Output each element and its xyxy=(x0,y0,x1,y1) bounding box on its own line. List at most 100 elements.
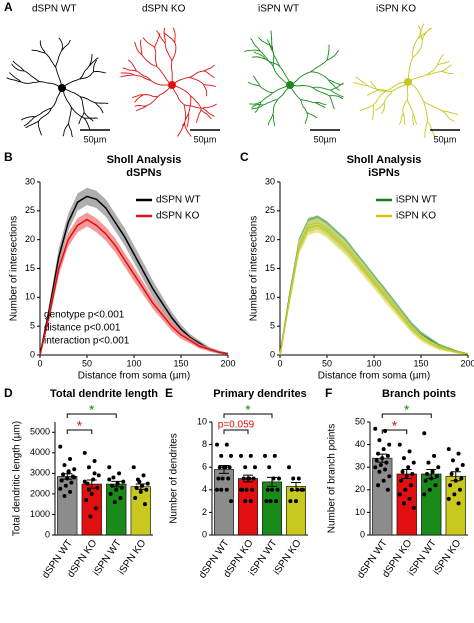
x-axis-label: Distance from soma (µm) xyxy=(78,371,190,382)
y-tick-label: 40 xyxy=(355,439,365,449)
data-point xyxy=(373,426,378,431)
y-tick-label: 20 xyxy=(265,234,275,244)
data-point xyxy=(296,476,301,481)
scale-label: 50µm xyxy=(194,134,217,144)
y-tick-label: 25 xyxy=(25,205,35,215)
panel-label: B xyxy=(4,150,13,164)
neuron-dendrites xyxy=(244,30,344,127)
data-point xyxy=(407,496,412,501)
data-point xyxy=(86,487,91,492)
error-bar xyxy=(267,476,277,487)
significance-bracket xyxy=(66,429,93,434)
data-point xyxy=(215,487,219,492)
data-point xyxy=(220,476,225,481)
x-tick-label: 0 xyxy=(277,358,282,368)
y-tick-label: 0 xyxy=(202,529,207,539)
data-point xyxy=(217,465,222,470)
y-tick-label: 25 xyxy=(265,205,275,215)
data-point xyxy=(92,459,97,464)
x-tick-label: 150 xyxy=(173,358,188,368)
y-axis-label: Number of intersections xyxy=(249,216,260,322)
data-point xyxy=(72,467,77,472)
y-tick-label: 0 xyxy=(45,529,50,539)
scale-label: 50µm xyxy=(434,134,457,144)
data-point xyxy=(403,487,408,492)
data-point xyxy=(400,469,405,474)
data-point xyxy=(226,476,231,481)
chart-title: Branch points xyxy=(382,388,456,400)
data-point xyxy=(426,460,431,465)
data-point xyxy=(381,447,386,452)
x-tick-label: 100 xyxy=(366,358,381,368)
panel-label: A xyxy=(4,0,13,14)
panel-label: E xyxy=(165,386,173,400)
neuron-soma xyxy=(404,78,412,86)
chart-subtitle: iSPNs xyxy=(368,167,400,179)
x-tick-label: 100 xyxy=(126,358,141,368)
error-bar xyxy=(86,479,97,489)
data-point xyxy=(68,456,73,461)
y-axis-label: Number of dendrites xyxy=(169,433,180,524)
y-tick-label: 3000 xyxy=(30,468,50,478)
y-tick-label: 30 xyxy=(25,176,35,186)
data-point xyxy=(434,474,439,479)
neuron-label: dSPN KO xyxy=(142,4,186,15)
data-point xyxy=(253,465,257,470)
data-point xyxy=(433,483,438,488)
data-point xyxy=(406,465,411,470)
bar xyxy=(130,486,151,536)
y-tick-label: 2 xyxy=(202,507,207,517)
data-point xyxy=(248,499,253,504)
data-point xyxy=(227,465,232,470)
data-point xyxy=(224,487,229,492)
data-point xyxy=(410,471,415,476)
y-tick-label: 0 xyxy=(270,349,275,359)
data-point xyxy=(263,453,267,458)
y-tick-label: 8 xyxy=(202,439,207,449)
y-tick-label: 4000 xyxy=(30,447,50,457)
y-tick-label: 10 xyxy=(197,416,207,426)
data-point xyxy=(72,475,77,480)
x-tick-label: 200 xyxy=(460,358,474,368)
error-bar xyxy=(426,468,437,479)
data-point xyxy=(407,449,412,454)
data-point xyxy=(401,501,406,506)
panel-label: F xyxy=(325,386,332,400)
data-point xyxy=(289,487,294,492)
series-line xyxy=(279,224,469,356)
data-point xyxy=(397,492,402,497)
data-point xyxy=(387,442,392,447)
error-bar xyxy=(243,474,253,483)
data-point xyxy=(86,465,91,470)
data-point xyxy=(144,487,149,492)
x-tick-label: 50 xyxy=(322,358,332,368)
data-point xyxy=(411,505,416,510)
error-bar xyxy=(62,473,73,480)
chart-title: Total dendrite length xyxy=(50,388,158,400)
data-point xyxy=(216,476,221,481)
y-tick-label: 30 xyxy=(355,462,365,472)
y-axis-label: Total dendritic length (µm) xyxy=(12,421,23,536)
x-tick-label: 0 xyxy=(37,358,42,368)
error-bar xyxy=(401,468,412,479)
data-point xyxy=(63,483,68,488)
legend-label: iSPN WT xyxy=(396,195,437,206)
data-point xyxy=(423,478,428,483)
significance-bracket xyxy=(381,413,432,418)
chart-title: Sholl Analysis xyxy=(107,154,182,166)
data-point xyxy=(397,442,402,447)
data-point xyxy=(408,483,413,488)
data-point xyxy=(145,481,150,486)
data-point xyxy=(62,493,67,498)
data-point xyxy=(229,453,233,458)
significance-label: * xyxy=(89,402,95,418)
data-point xyxy=(399,478,404,483)
data-point xyxy=(377,438,382,443)
data-point xyxy=(134,485,139,490)
significance-label: p=0.059 xyxy=(218,420,255,431)
data-point xyxy=(62,463,67,468)
bar xyxy=(421,473,442,536)
data-point xyxy=(68,489,73,494)
x-axis-label: Distance from soma (µm) xyxy=(318,371,430,382)
data-point xyxy=(381,478,386,483)
